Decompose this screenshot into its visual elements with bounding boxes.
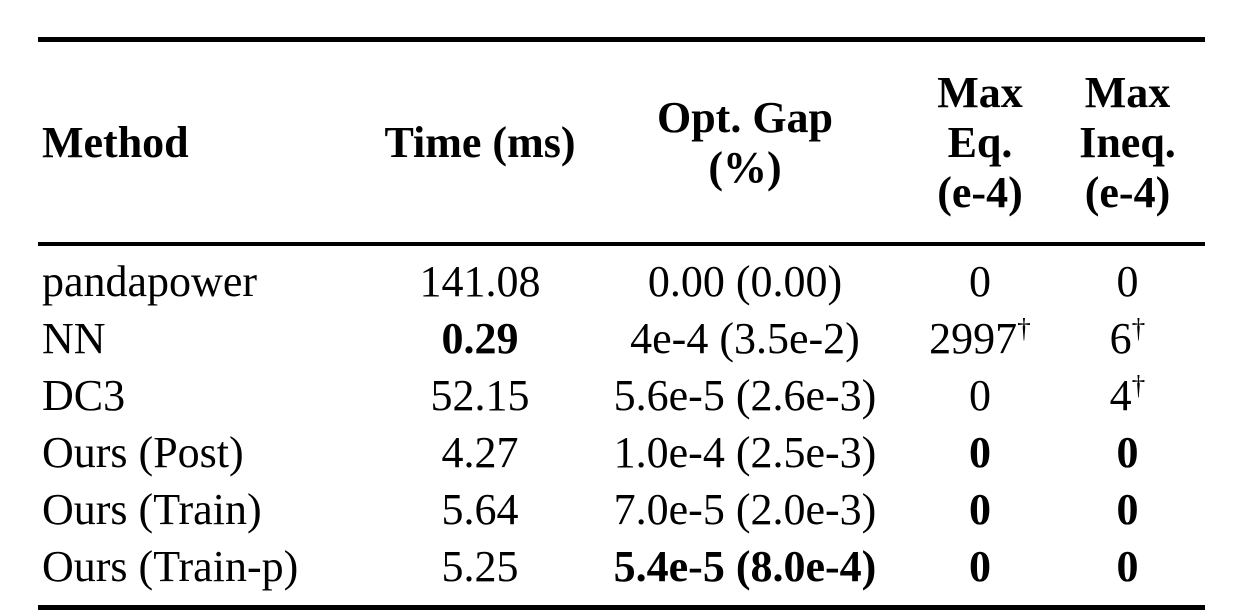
dagger-superscript: † (1017, 313, 1031, 344)
col-header-max-eq: Max Eq. (e-4) (910, 39, 1050, 247)
opt-gap-cell: 4e-4 (3.5e-2) (630, 314, 860, 364)
dagger-superscript: † (1131, 313, 1146, 344)
opt-gap-cell: 0.00 (0.00) (647, 257, 843, 307)
method-cell: DC3 (42, 371, 126, 421)
col-header-method: Method (38, 39, 380, 247)
dagger-superscript: † (1131, 370, 1146, 401)
table-row: Ours (Train) 5.64 7.0e-5 (2.0e-3) 0 0 (38, 481, 1205, 538)
col-header-time: Time (ms) (380, 39, 580, 247)
table-header: Method Time (ms) Opt. Gap (%) Max Eq. (e… (38, 39, 1205, 247)
time-cell: 5.64 (441, 485, 519, 535)
table-body: pandapower 141.08 0.00 (0.00) 0 0 NN 0.2… (38, 244, 1205, 608)
method-cell: NN (42, 314, 106, 364)
max-eq-cell: 0 (969, 428, 991, 478)
max-eq-cell: 2997† (929, 313, 1031, 364)
time-cell: 4.27 (441, 428, 519, 478)
col-header-max-ineq: Max Ineq. (e-4) (1050, 39, 1205, 247)
method-cell: pandapower (42, 257, 258, 307)
results-table-container: Method Time (ms) Opt. Gap (%) Max Eq. (e… (38, 37, 1205, 611)
max-ineq-cell: 6† (1109, 313, 1146, 364)
method-cell: Ours (Train-p) (42, 542, 299, 592)
max-eq-cell: 0 (969, 371, 991, 421)
max-ineq-cell: 0 (1116, 542, 1139, 592)
time-cell: 5.25 (441, 542, 519, 592)
table-row: NN 0.29 4e-4 (3.5e-2) 2997† 6† (38, 310, 1205, 367)
max-ineq-cell: 0 (1116, 428, 1139, 478)
table-row: Ours (Post) 4.27 1.0e-4 (2.5e-3) 0 0 (38, 424, 1205, 481)
max-ineq-cell: 0 (1116, 485, 1139, 535)
max-eq-cell: 0 (969, 485, 991, 535)
max-ineq-cell: 4† (1109, 370, 1146, 421)
max-ineq-cell: 0 (1116, 257, 1139, 307)
col-header-opt-gap: Opt. Gap (%) (580, 39, 910, 247)
results-table: Method Time (ms) Opt. Gap (%) Max Eq. (e… (38, 37, 1205, 611)
opt-gap-cell: 1.0e-4 (2.5e-3) (613, 428, 877, 478)
max-eq-cell: 0 (969, 542, 991, 592)
max-eq-cell: 0 (969, 257, 991, 307)
table-row: DC3 52.15 5.6e-5 (2.6e-3) 0 4† (38, 367, 1205, 424)
opt-gap-cell: 5.6e-5 (2.6e-3) (613, 371, 877, 421)
table-row: pandapower 141.08 0.00 (0.00) 0 0 (38, 244, 1205, 310)
time-cell: 52.15 (430, 371, 530, 421)
time-cell: 141.08 (419, 257, 541, 307)
header-row: Method Time (ms) Opt. Gap (%) Max Eq. (e… (38, 39, 1205, 247)
opt-gap-cell: 5.4e-5 (8.0e-4) (613, 542, 877, 592)
opt-gap-cell: 7.0e-5 (2.0e-3) (613, 485, 877, 535)
method-cell: Ours (Post) (42, 428, 244, 478)
table-row: Ours (Train-p) 5.25 5.4e-5 (8.0e-4) 0 0 (38, 538, 1205, 608)
time-cell: 0.29 (441, 314, 519, 364)
method-cell: Ours (Train) (42, 485, 262, 535)
